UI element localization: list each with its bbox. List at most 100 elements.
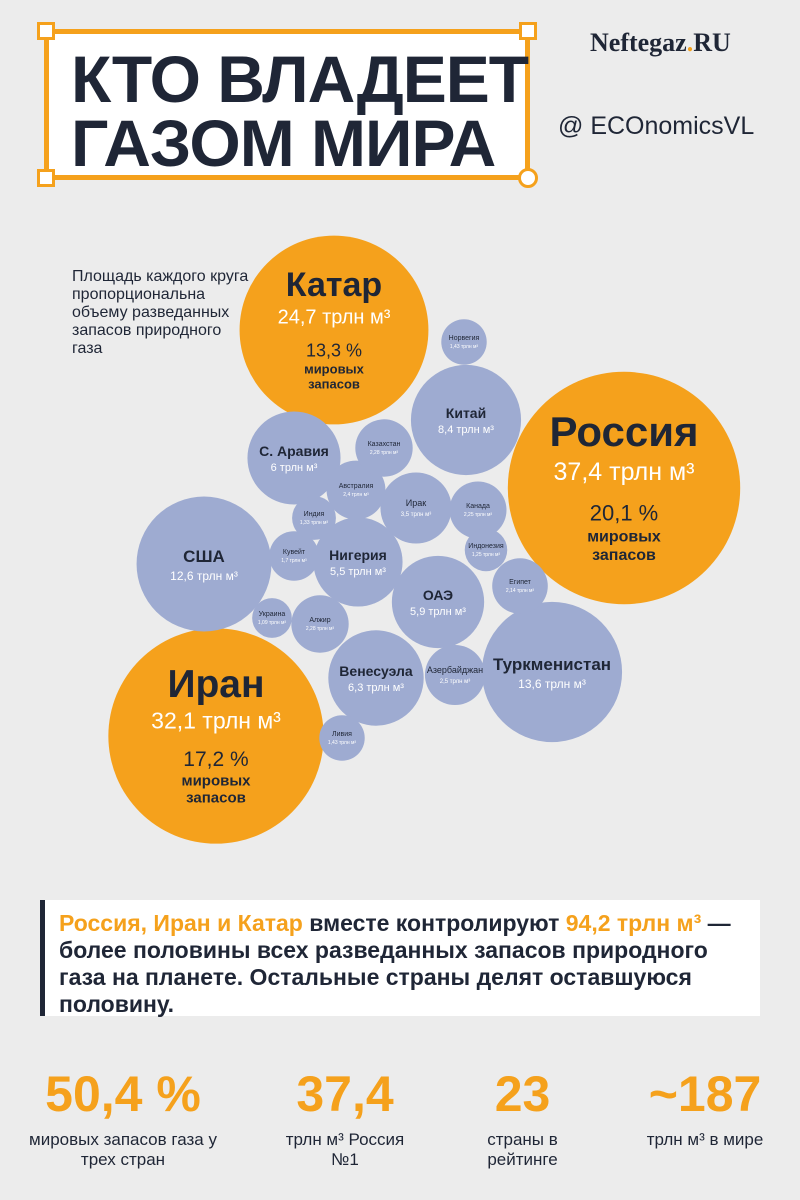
corner-handle: [37, 169, 55, 187]
bubble-22: [252, 598, 292, 638]
bubble-value: 1,43 трлн м³: [450, 344, 479, 350]
callout-text-1: вместе контролируют: [302, 910, 566, 936]
bubble-value: 2,28 трлн м³: [370, 450, 399, 456]
callout-text-2: — более половины всех разведанных запасо…: [59, 910, 731, 1017]
stat-caption: трлн м³ в мире: [646, 1130, 764, 1149]
title-line-1: КТО ВЛАДЕЕТ: [71, 42, 529, 116]
bubble-name: Катар: [286, 266, 382, 304]
bubble-share: 17,2 %: [183, 748, 248, 771]
bubble-share-label: мировых: [304, 361, 365, 376]
bubble-name: Египет: [509, 579, 532, 586]
bubble-value: 6,3 трлн м³: [348, 682, 404, 694]
bubble-value: 1,33 трлн м³: [300, 520, 329, 526]
bubble-value: 5,5 трлн м³: [330, 566, 386, 578]
bubble-value: 1,25 трлн м³: [472, 552, 501, 558]
bubble-name: Индия: [304, 511, 325, 518]
bubble-value: 6 трлн м³: [271, 462, 318, 474]
bubble-share: 20,1 %: [590, 501, 659, 526]
bubble-value: 2,4 трлн м³: [343, 492, 369, 498]
bubble-6: [328, 630, 424, 726]
bubble-3: [481, 601, 623, 743]
brand-suffix: RU: [693, 28, 731, 57]
bubble-7: [247, 411, 341, 505]
callout-total: 94,2 трлн м³: [565, 910, 702, 936]
stat-russia: 37,4 трлн м³ Россия №1: [270, 1064, 420, 1170]
bubble-16: [492, 558, 548, 614]
bubble-value: 1,43 трлн м³: [328, 740, 357, 746]
stat-share: 50,4 % мировых запасов газа у трех стран: [28, 1064, 218, 1170]
bubble-9: [313, 517, 403, 607]
bubble-4: [136, 496, 272, 632]
title-line-2: ГАЗОМ МИРА: [71, 106, 496, 180]
corner-handle: [519, 22, 537, 40]
bubble-name: Ирак: [406, 498, 426, 508]
bubble-14: [355, 419, 413, 477]
bubble-20: [292, 496, 336, 540]
corner-handle: [37, 22, 55, 40]
bubble-value: 8,4 трлн м³: [438, 424, 494, 436]
bubble-8: [391, 555, 485, 649]
bubble-19: [441, 319, 487, 365]
bubble-name: Кувейт: [283, 548, 306, 556]
stat-value: 23: [494, 1066, 551, 1122]
bubble-value: 2,14 трлн м³: [506, 588, 535, 594]
bubble-value: 37,4 трлн м³: [554, 458, 695, 486]
bubble-share-label: запасов: [592, 547, 656, 564]
callout-countries: Россия, Иран и Катар: [59, 910, 303, 936]
stat-caption: страны в рейтинге: [487, 1130, 558, 1169]
bubble-5: [410, 364, 522, 476]
bubble-value: 2,28 трлн м³: [306, 626, 335, 632]
bubble-share-label: мировых: [181, 773, 251, 790]
bubble-value: 1,09 трлн м³: [258, 620, 287, 626]
bubble-21: [464, 528, 508, 572]
bubble-name: ОАЭ: [423, 587, 453, 603]
brand-dot: .: [686, 28, 694, 57]
bubble-name: Алжир: [309, 617, 330, 624]
bubble-name: Казахстан: [368, 441, 401, 448]
bubble-value: 5,9 трлн м³: [410, 606, 466, 618]
bubble-value: 2,25 трлн м³: [464, 512, 493, 518]
bubble-value: 13,6 трлн м³: [518, 677, 586, 691]
callout: Россия, Иран и Катар вместе контролируют…: [40, 900, 760, 1017]
bubble-name: США: [183, 547, 225, 566]
author-handle: @ ECOnomicsVL: [558, 112, 755, 140]
corner-handle: [518, 168, 538, 188]
bubble-name: Туркменистан: [493, 655, 611, 674]
bubble-value: 12,6 трлн м³: [170, 569, 238, 583]
bubble-1: [507, 371, 741, 605]
bubble-name: Украина: [259, 611, 286, 618]
bubble-name: Канада: [466, 503, 490, 510]
bubble-name: Ливия: [332, 731, 352, 738]
bubble-10: [380, 472, 452, 544]
bubble-value: 1,7 трлн м³: [281, 558, 307, 564]
bubble-name: Норвегия: [449, 335, 480, 342]
bubble-18: [319, 715, 365, 761]
bubble-name: Австралия: [339, 483, 374, 490]
bubble-13: [291, 595, 349, 653]
stat-countries: 23 страны в рейтинге: [455, 1064, 590, 1170]
bubble-name: Нигерия: [329, 547, 387, 563]
stat-caption: мировых запасов газа у трех стран: [29, 1130, 217, 1169]
bubble-12: [326, 460, 386, 520]
bubble-name: Иран: [167, 663, 264, 706]
brand-logo: Neftegaz.RU: [590, 28, 731, 58]
title-box: КТО ВЛАДЕЕТ ГАЗОМ МИРА: [37, 22, 538, 188]
bubble-share-label: запасов: [186, 790, 246, 807]
bubble-15: [449, 481, 507, 539]
bubble-17: [269, 531, 319, 581]
bubble-value: 3,5 трлн м³: [401, 512, 432, 518]
bubble-2: [108, 628, 324, 844]
brand-name: Neftegaz: [590, 28, 687, 57]
stat-value: ~187: [648, 1066, 762, 1122]
bubble-value: 2,5 трлн м³: [440, 679, 471, 685]
bubble-value: 24,7 трлн м³: [278, 306, 391, 328]
bubble-name: Китай: [446, 405, 486, 421]
stat-value: 37,4: [296, 1066, 394, 1122]
stat-caption: трлн м³ Россия №1: [285, 1130, 405, 1169]
stat-value: 50,4 %: [45, 1066, 201, 1122]
bubble-name: Индонезия: [468, 543, 504, 550]
bubble-11: [424, 644, 486, 706]
bubble-share: 13,3 %: [306, 340, 362, 360]
bubble-share-label: запасов: [308, 377, 360, 392]
